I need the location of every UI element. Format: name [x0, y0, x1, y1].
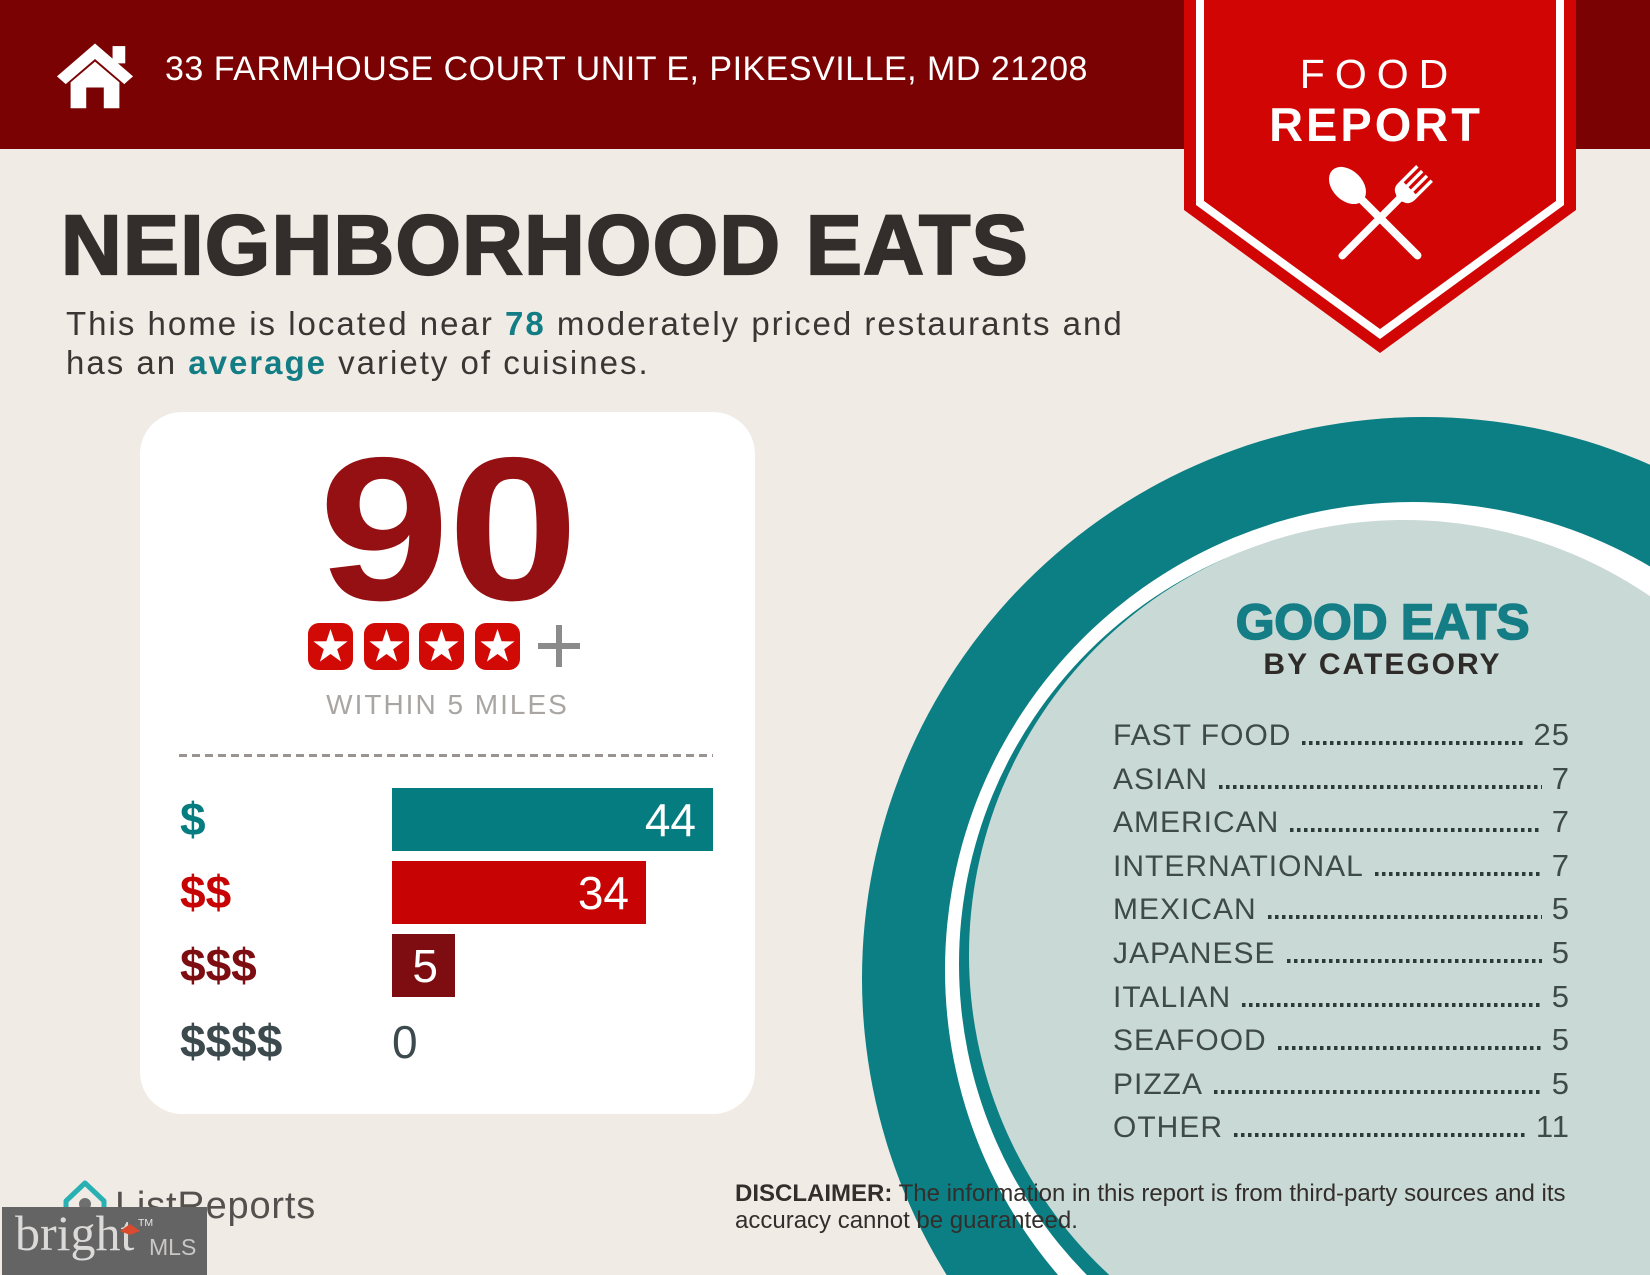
svg-text:FOOD: FOOD — [1300, 51, 1458, 97]
svg-text:REPORT: REPORT — [1269, 98, 1483, 151]
